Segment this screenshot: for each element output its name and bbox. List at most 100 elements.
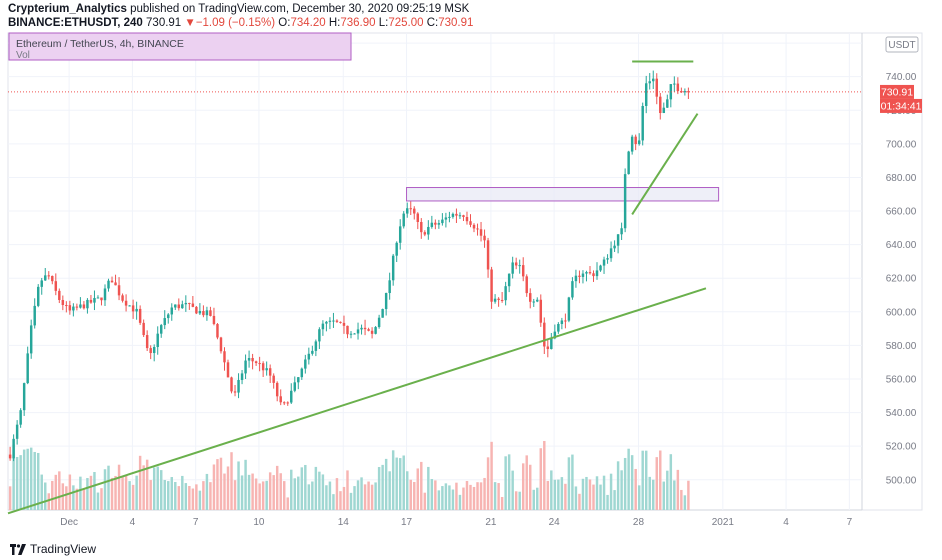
candle-body — [574, 275, 578, 282]
currency-badge[interactable]: USDT — [885, 36, 919, 53]
candle-body — [644, 83, 648, 106]
candle-body — [595, 270, 599, 277]
author-name[interactable]: Crypterium_Analytics — [8, 3, 127, 15]
candle-body — [655, 78, 658, 97]
candle-body — [476, 228, 479, 230]
time-tick-label: 4 — [783, 517, 789, 528]
volume-bar — [342, 486, 346, 510]
price-tick-label: 540.00 — [886, 408, 917, 419]
candle-body — [198, 311, 202, 314]
volume-bar — [346, 470, 349, 510]
candle-body — [479, 229, 483, 236]
candle-body — [539, 299, 543, 323]
candle-body — [391, 255, 395, 281]
candle-body — [546, 346, 550, 350]
volume-bar — [44, 482, 47, 510]
volume-bar — [448, 485, 451, 510]
volume-bar — [205, 473, 209, 510]
candle-body — [441, 219, 444, 224]
candle-body — [117, 285, 121, 296]
candle-body — [504, 286, 507, 301]
volume-bar — [532, 489, 535, 510]
candle-body — [395, 242, 398, 256]
volume-bar — [209, 482, 212, 510]
candle-body — [518, 265, 521, 267]
volume-bar — [293, 478, 297, 510]
volume-bar — [251, 473, 254, 510]
volume-bar — [233, 480, 237, 510]
volume-bar — [156, 466, 159, 510]
candle-body — [335, 320, 339, 322]
candle-body — [272, 375, 275, 383]
volume-bar — [673, 480, 676, 510]
candle-body — [406, 208, 409, 214]
candle-body — [318, 329, 321, 342]
volume-bar — [472, 486, 476, 510]
volume-bar — [367, 481, 370, 510]
volume-bar — [592, 484, 595, 510]
candle-body — [254, 361, 258, 364]
candle-body — [666, 99, 669, 108]
candle-body — [497, 298, 500, 300]
candle-body — [377, 317, 381, 328]
volume-bar — [398, 458, 402, 510]
candle-body — [68, 305, 72, 311]
volume-bar — [536, 487, 539, 510]
candle-body — [72, 306, 75, 311]
brand-name[interactable]: TradingView — [30, 542, 97, 556]
volume-bar — [430, 479, 434, 510]
volume-bar — [72, 485, 75, 510]
trendlines[interactable] — [7, 60, 707, 515]
candle-body — [623, 174, 627, 229]
volume-bar — [272, 475, 275, 510]
volume-bar — [223, 473, 226, 510]
candle-body — [152, 347, 156, 354]
volume-bar — [300, 467, 304, 510]
candle-body — [290, 390, 293, 403]
volume-bar — [557, 479, 560, 510]
candle-body — [462, 215, 465, 218]
time-axis-labels: Dec 4 7 10 14 17 21 24 28 2021 4 7 — [60, 517, 852, 528]
volume-bar — [47, 493, 50, 510]
volume-bar — [676, 469, 680, 510]
volume-bar — [476, 482, 479, 510]
candle-body — [293, 382, 297, 391]
high-label: H: — [328, 17, 341, 29]
volume-bar — [184, 483, 188, 510]
series-legend[interactable]: Ethereum / TetherUS, 4h, BINANCE Vol — [8, 32, 352, 61]
price-tick-label: 500.00 — [886, 475, 917, 486]
candle-body — [65, 305, 68, 307]
candle-body — [149, 348, 152, 354]
volume-bar — [680, 489, 683, 510]
candle-body — [532, 301, 535, 303]
volume-bar — [212, 464, 216, 510]
candle-body — [216, 324, 219, 338]
volume-bar — [666, 470, 669, 510]
volume-bar — [170, 477, 174, 510]
volume-bar — [493, 482, 497, 510]
candle-body — [279, 396, 282, 403]
candle-body — [124, 300, 128, 306]
resistance-zone[interactable] — [406, 187, 720, 202]
volume-bar — [518, 491, 521, 510]
candle-body — [261, 363, 265, 371]
volume-bar — [574, 486, 578, 510]
volume-bar — [29, 447, 33, 510]
candle-body — [511, 262, 514, 274]
candle-body — [96, 297, 100, 299]
volume-bar — [560, 477, 564, 510]
candle-body — [61, 299, 65, 306]
candle-body — [543, 322, 546, 347]
candle-body — [265, 368, 268, 371]
candle-body — [321, 323, 325, 330]
volume-bar — [181, 475, 184, 510]
candle-body — [251, 358, 254, 362]
candle-body — [12, 438, 15, 459]
candle-body — [560, 320, 564, 324]
candle-body — [268, 368, 272, 376]
volume-bar — [391, 450, 395, 510]
time-tick-label: 28 — [633, 517, 645, 528]
published-text: published on TradingView.com, December 3… — [126, 3, 470, 15]
candle-body — [662, 107, 666, 114]
